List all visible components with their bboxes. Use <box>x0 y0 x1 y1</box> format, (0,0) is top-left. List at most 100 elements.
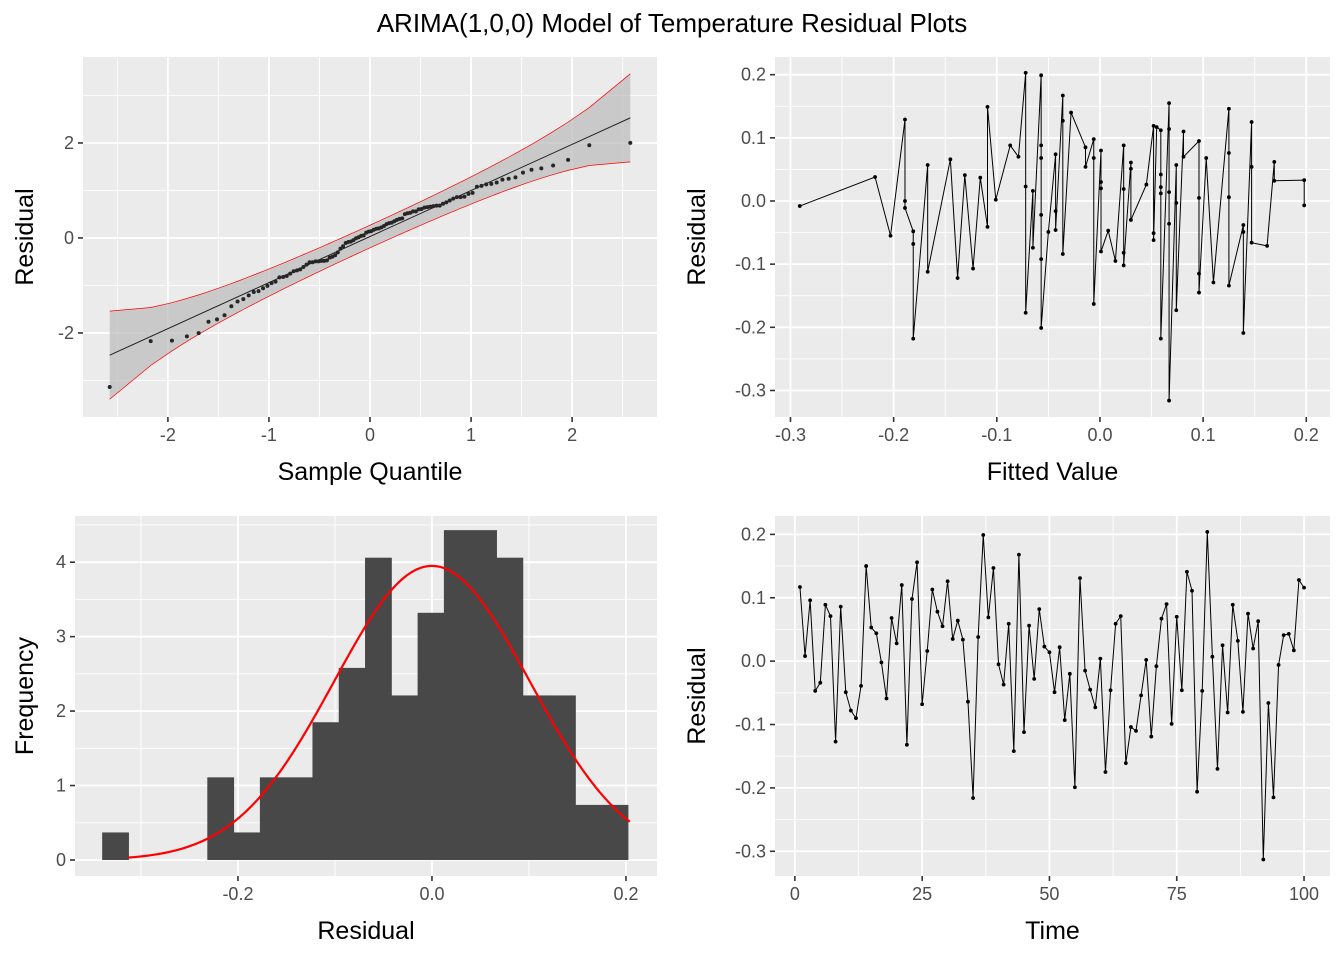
data-point <box>960 637 965 642</box>
histogram-bar <box>575 804 603 860</box>
histogram-bar <box>443 530 471 860</box>
data-point <box>1181 154 1186 159</box>
data-point <box>971 796 975 800</box>
data-point <box>1174 614 1179 619</box>
qq-point <box>628 140 633 145</box>
data-point <box>1060 252 1065 256</box>
data-point <box>1167 101 1171 106</box>
data-point <box>797 204 802 208</box>
data-point <box>1039 156 1044 160</box>
histogram-bar <box>549 695 576 860</box>
data-point <box>925 269 930 274</box>
data-point <box>1121 250 1126 255</box>
data-point <box>1169 721 1174 726</box>
data-point <box>1266 701 1271 705</box>
qq-point <box>454 195 459 200</box>
data-point <box>1167 221 1171 226</box>
data-point <box>911 229 916 234</box>
x-axis-title: Fitted Value <box>987 458 1119 486</box>
data-point <box>1159 616 1164 621</box>
data-point <box>1144 182 1149 187</box>
histogram-bar <box>522 695 550 860</box>
qq-point <box>470 190 475 195</box>
data-point <box>1302 585 1306 590</box>
qq-plot-panel: -2 -1 0 1 2 -2 0 2 Sample Quantile Residual <box>11 57 657 486</box>
data-point <box>1037 607 1042 612</box>
x-tick-label: 0.0 <box>419 884 444 904</box>
histogram-bar <box>470 530 497 860</box>
qq-point <box>229 304 234 309</box>
data-point <box>1230 602 1235 607</box>
qq-point <box>338 246 343 251</box>
data-point <box>991 566 996 570</box>
y-tick-label: -0.2 <box>735 778 766 798</box>
data-point <box>1042 644 1047 649</box>
qq-plot-marks <box>107 73 633 400</box>
residual-histogram-marks <box>102 530 631 860</box>
qq-point <box>324 258 329 263</box>
data-point <box>1022 730 1026 735</box>
data-point <box>869 625 874 630</box>
data-point <box>966 699 970 704</box>
x-tick-label: 0 <box>790 884 800 904</box>
data-point <box>1083 668 1087 673</box>
data-point <box>1099 148 1103 153</box>
x-axis-title: Sample Quantile <box>278 458 463 486</box>
data-point <box>1069 110 1073 115</box>
data-point <box>843 690 848 695</box>
confidence-band-lower <box>109 161 631 400</box>
data-point <box>838 604 843 609</box>
y-tick-label: 0.1 <box>741 128 766 148</box>
qq-point <box>251 290 256 295</box>
data-point <box>945 579 950 584</box>
qq-point <box>301 265 306 270</box>
data-point <box>1023 310 1028 315</box>
y-tick-label: 0.2 <box>741 524 766 544</box>
data-point <box>915 560 919 565</box>
y-tick-label: 0.2 <box>741 65 766 85</box>
qq-point <box>307 260 312 265</box>
data-point <box>1167 398 1171 403</box>
data-point <box>1227 106 1231 111</box>
qq-point <box>411 209 416 214</box>
qq-point <box>566 157 571 162</box>
qq-point <box>261 286 266 291</box>
data-point <box>1154 125 1159 130</box>
y-tick-label: 3 <box>56 627 66 647</box>
x-tick-label: -1 <box>261 425 277 445</box>
data-point <box>903 206 907 210</box>
data-point <box>1039 73 1044 78</box>
qq-point <box>474 184 479 189</box>
data-point <box>848 708 853 713</box>
data-point <box>1151 123 1156 128</box>
qq-point <box>428 204 433 209</box>
data-point <box>1227 151 1231 155</box>
data-point <box>1227 195 1231 200</box>
data-point <box>1174 200 1179 205</box>
data-point <box>1211 280 1216 285</box>
qq-point <box>333 253 338 258</box>
data-point <box>1149 734 1154 739</box>
qq-point <box>241 297 246 302</box>
qq-point <box>484 182 489 187</box>
qq-point <box>451 196 456 201</box>
qq-point <box>304 262 309 267</box>
data-point <box>1060 118 1065 123</box>
x-tick-label: 50 <box>1039 884 1059 904</box>
data-point <box>1139 693 1143 698</box>
qq-point <box>462 194 467 199</box>
data-point <box>1241 331 1246 335</box>
data-point <box>828 614 833 619</box>
qq-point <box>494 180 499 185</box>
histogram-bar <box>601 804 629 860</box>
histogram-bar <box>286 777 313 860</box>
data-point <box>1164 602 1169 606</box>
data-point <box>1103 770 1108 774</box>
data-point <box>1272 159 1277 164</box>
data-point <box>874 631 879 636</box>
y-tick-label: 0.0 <box>741 651 766 671</box>
qq-point <box>539 166 544 171</box>
data-point <box>1204 156 1209 160</box>
y-tick-label: -0.3 <box>735 841 766 861</box>
data-point <box>1118 614 1123 619</box>
